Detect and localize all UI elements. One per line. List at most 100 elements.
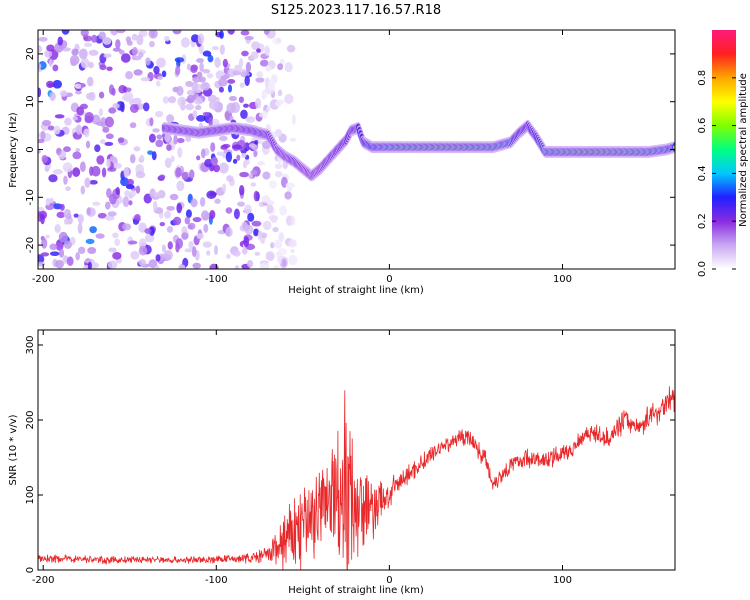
heatmap-noise-cell — [286, 44, 296, 53]
heatmap-noise-cell — [89, 179, 98, 185]
heatmap-noise-cell — [111, 162, 122, 169]
heatmap-noise-cell — [49, 197, 54, 204]
heatmap-noise-cell — [218, 86, 224, 93]
heatmap-noise-cell — [265, 65, 272, 72]
heatmap-noise-cell — [55, 147, 62, 156]
colorbar-tick-label: 0.6 — [697, 118, 708, 134]
heatmap-noise-cell — [135, 171, 146, 179]
heatmap-noise-cell — [104, 201, 111, 210]
heatmap-noise-cell — [284, 61, 293, 73]
heatmap-noise-cell — [225, 253, 231, 259]
colorbar-gradient — [712, 30, 736, 269]
heatmap-noise-cell — [196, 115, 206, 122]
heatmap-noise-cell — [131, 33, 138, 41]
heatmap-noise-cell — [178, 264, 186, 269]
heatmap-noise-cell — [75, 147, 81, 153]
heatmap-noise-cell — [167, 241, 173, 250]
heatmap-noise-cell — [158, 174, 166, 180]
heatmap-noise-cell — [166, 114, 175, 124]
spectrogram-x-label: Height of straight line (km) — [288, 285, 424, 296]
heatmap-noise-cell — [255, 97, 262, 109]
heatmap-noise-cell — [236, 154, 241, 161]
heatmap-noise-cell — [104, 141, 114, 146]
heatmap-noise-cell — [38, 62, 42, 70]
heatmap-noise-cell — [239, 82, 245, 88]
heatmap-noise-cell — [49, 243, 58, 251]
heatmap-noise-cell — [244, 35, 254, 41]
heatmap-noise-cell — [125, 184, 135, 190]
colorbar-tick: 0.4 — [697, 165, 736, 181]
heatmap-noise-cell — [275, 100, 282, 107]
heatmap-noise-cell — [213, 164, 220, 173]
heatmap-noise-cell — [151, 151, 157, 161]
heatmap-noise-cell — [279, 205, 287, 216]
heatmap-noise-cell — [112, 102, 120, 109]
heatmap-noise-cell — [262, 171, 271, 180]
heatmap-noise-cell — [219, 44, 225, 55]
heatmap-noise-cell — [152, 128, 160, 133]
heatmap-noise-cell — [138, 245, 148, 256]
heatmap-noise-cell — [269, 180, 277, 189]
heatmap-noise-cell — [145, 57, 151, 66]
heatmap-noise-cell — [106, 158, 111, 169]
heatmap-noise-cell — [169, 193, 179, 201]
heatmap-noise-cell — [173, 134, 178, 145]
y-tick: 0 — [25, 567, 675, 573]
spectrogram-x-axis: -200 -100 0 100 — [32, 30, 572, 285]
heatmap-noise-cell — [186, 94, 195, 104]
heatmap-noise-cell — [115, 186, 120, 196]
y-tick: 300 — [25, 335, 675, 355]
heatmap-noise-cell — [284, 191, 292, 200]
heatmap-noise-cell — [106, 66, 113, 72]
heatmap-noise-cell — [245, 116, 256, 123]
heatmap-noise-cell — [243, 204, 252, 215]
y-tick: -10 — [25, 189, 675, 205]
heatmap-noise-cell — [214, 198, 221, 204]
heatmap-noise-cell — [285, 182, 296, 189]
heatmap-noise-cell — [281, 258, 287, 267]
heatmap-noise-cell — [152, 200, 158, 212]
heatmap-noise-cell — [54, 224, 61, 234]
x-tick: -200 — [32, 30, 55, 285]
heatmap-noise-cell — [184, 216, 191, 225]
heatmap-noise-cell — [221, 183, 227, 193]
heatmap-noise-cell — [213, 245, 219, 256]
x-tick: 100 — [553, 330, 572, 586]
heatmap-noise-cell — [72, 167, 81, 177]
heatmap-noise-cell — [254, 251, 261, 256]
heatmap-noise-cell — [206, 250, 211, 256]
heatmap-noise-cell — [272, 226, 279, 233]
heatmap-noise-cell — [87, 247, 97, 254]
heatmap-noise-cell — [58, 231, 68, 243]
heatmap-noise-cell — [63, 175, 68, 185]
heatmap-noise-cell — [83, 35, 93, 42]
heatmap-noise-cell — [226, 175, 234, 182]
x-tick: 0 — [386, 330, 393, 586]
heatmap-noise-cell — [95, 233, 105, 239]
heatmap-noise-cell — [175, 167, 182, 177]
heatmap-noise-cell — [49, 91, 56, 102]
heatmap-noise-cell — [79, 161, 86, 173]
heatmap-noise-cell — [48, 58, 53, 67]
heatmap-noise-cell — [61, 30, 70, 35]
heatmap-noise-cell — [227, 30, 235, 35]
x-tick: -100 — [205, 330, 228, 586]
heatmap-noise-cell — [210, 156, 219, 166]
heatmap-noise-cell — [126, 87, 132, 92]
spectrogram-y-axis: -20 -10 0 10 20 — [25, 48, 675, 253]
heatmap-noise-cell — [129, 153, 136, 164]
heatmap-noise-cell — [98, 31, 107, 40]
heatmap-noise-cell — [210, 142, 216, 152]
heatmap-noise-cell — [288, 254, 298, 266]
heatmap-noise-cell — [72, 116, 79, 121]
heatmap-noise-cell — [143, 193, 152, 204]
heatmap-noise-cell — [55, 241, 64, 251]
heatmap-noise-cell — [133, 69, 143, 76]
heatmap-noise-cell — [256, 48, 261, 53]
heatmap-noise-cell — [98, 91, 105, 99]
heatmap-noise-cell — [187, 222, 196, 230]
x-tick: 0 — [386, 30, 393, 285]
y-tick: 200 — [25, 410, 675, 430]
heatmap-noise-cell — [192, 110, 198, 118]
heatmap-ridge-core — [672, 145, 675, 149]
